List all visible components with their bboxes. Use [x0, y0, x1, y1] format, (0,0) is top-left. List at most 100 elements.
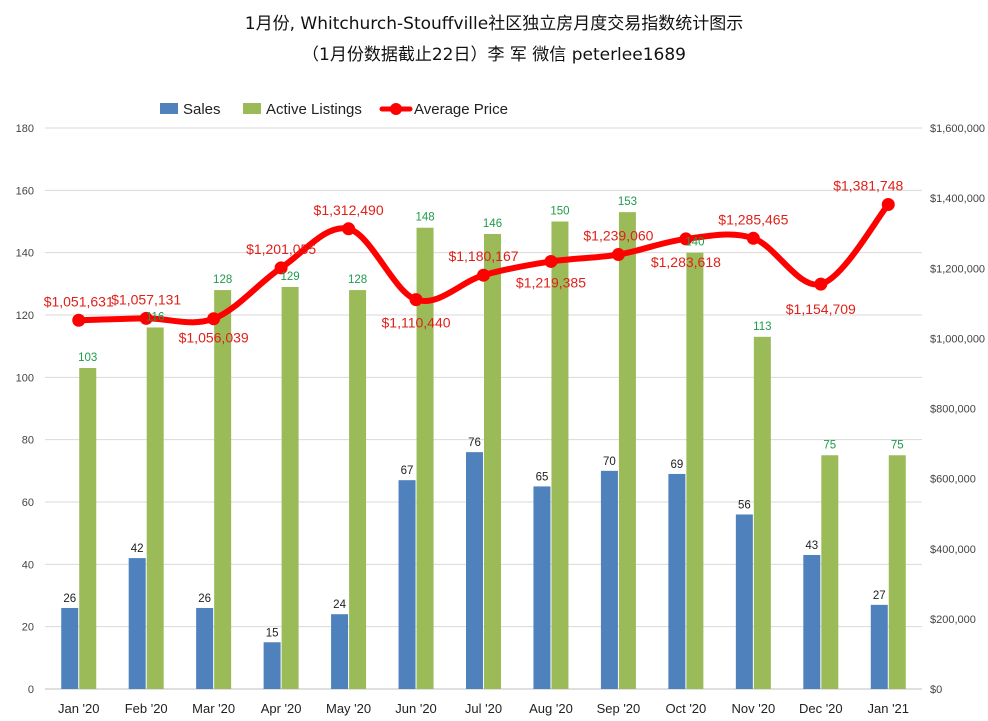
data-label-active-listings: 75 — [823, 439, 836, 451]
price-marker — [207, 312, 221, 326]
data-label-active-listings: 116 — [146, 311, 164, 323]
bar-sales — [263, 642, 281, 689]
price-marker — [139, 311, 153, 325]
y-right-tick-label: $0 — [930, 684, 942, 696]
legend-label-active-listings: Active Listings — [266, 101, 362, 118]
y-left-tick-label: 120 — [16, 310, 34, 322]
y-left-tick-label: 160 — [16, 185, 34, 197]
data-label-active-listings: 146 — [483, 218, 502, 230]
y-left-tick-label: 20 — [22, 622, 34, 634]
y-left-tick-label: 40 — [22, 559, 34, 571]
bar-active-listings — [484, 233, 501, 689]
x-tick-label: Apr '20 — [261, 701, 302, 716]
bar-active-listings — [753, 336, 771, 689]
bar-active-listings — [281, 286, 299, 689]
data-label-active-listings: 75 — [891, 439, 904, 451]
data-label-sales: 26 — [63, 593, 76, 605]
data-label-active-listings: 140 — [685, 237, 704, 249]
data-label-sales: 42 — [131, 543, 144, 555]
y-left-tick-label: 180 — [16, 123, 34, 135]
data-label-sales: 69 — [670, 459, 683, 471]
data-label-average-price: $1,154,709 — [786, 301, 856, 317]
chart-subtitle: （1月份数据截止22日）李 军 微信 peterlee1689 — [302, 45, 686, 65]
data-label-active-listings: 128 — [213, 274, 232, 286]
x-tick-label: Jan '20 — [58, 701, 100, 716]
data-label-average-price: $1,312,490 — [314, 202, 384, 218]
price-marker — [342, 222, 356, 236]
legend-label-sales: Sales — [183, 101, 221, 118]
bar-sales — [61, 607, 79, 689]
bar-sales — [668, 473, 686, 689]
data-label-average-price: $1,110,440 — [382, 315, 451, 331]
x-tick-label: Nov '20 — [732, 701, 776, 716]
bar-sales — [803, 554, 821, 689]
price-marker — [409, 293, 423, 307]
bar-sales — [128, 558, 146, 689]
legend-label-average-price: Average Price — [414, 101, 508, 118]
bar-active-listings — [618, 212, 636, 689]
x-tick-label: Sep '20 — [597, 701, 641, 716]
x-tick-label: Mar '20 — [192, 701, 235, 716]
legend-swatch-sales — [160, 103, 178, 114]
x-tick-label: Dec '20 — [799, 701, 843, 716]
bar-active-listings — [146, 327, 164, 689]
legend: Sales Active Listings Average Price — [160, 101, 508, 118]
bar-sales — [196, 607, 214, 689]
data-label-average-price: $1,180,167 — [448, 248, 518, 264]
price-marker — [477, 268, 490, 282]
data-label-sales: 67 — [401, 465, 414, 477]
y-right-tick-label: $600,000 — [930, 474, 976, 486]
y-left-tick-label: 0 — [28, 684, 34, 696]
data-label-active-listings: 128 — [348, 274, 367, 286]
x-tick-label: Feb '20 — [125, 701, 168, 716]
price-marker — [72, 313, 86, 327]
axes: 0 20 40 60 80 100 120 140 160 180 $0 $200,000 $400,0… — [16, 123, 985, 716]
bar-sales — [735, 514, 753, 689]
y-right-tick-label: $1,200,000 — [930, 263, 985, 275]
data-label-active-listings: 150 — [550, 206, 569, 218]
x-tick-label: Jul '20 — [465, 701, 502, 716]
data-label-active-listings: 153 — [618, 196, 637, 208]
data-label-active-listings: 148 — [415, 212, 434, 224]
gridlines — [45, 127, 922, 690]
data-label-average-price: $1,051,631 — [44, 293, 114, 309]
data-label-average-price: $1,239,060 — [583, 228, 653, 244]
data-labels: 26 103 42 116 26 128 15 129 24 128 67 148 76 146 65 150… — [44, 178, 904, 640]
x-tick-label: Aug '20 — [529, 701, 573, 716]
bar-sales — [398, 480, 416, 689]
bars — [61, 212, 906, 689]
y-right-tick-label: $800,000 — [930, 404, 976, 416]
data-label-active-listings: 113 — [753, 321, 771, 333]
data-label-sales: 15 — [266, 627, 279, 639]
data-label-sales: 27 — [873, 590, 886, 602]
x-tick-label: May '20 — [326, 701, 371, 716]
bar-sales — [870, 604, 888, 689]
bar-active-listings — [214, 290, 232, 689]
data-label-sales: 65 — [536, 471, 549, 483]
price-marker — [881, 198, 895, 212]
data-label-average-price: $1,057,131 — [111, 291, 181, 307]
bar-active-listings — [686, 252, 704, 689]
x-tick-label: Jun '20 — [395, 701, 437, 716]
bar-sales — [600, 470, 618, 689]
y-left-tick-label: 80 — [22, 435, 34, 447]
price-marker — [274, 261, 288, 275]
bar-active-listings — [79, 367, 97, 689]
y-left-tick-label: 100 — [16, 372, 34, 384]
price-marker — [544, 254, 558, 268]
data-label-sales: 24 — [333, 599, 346, 611]
data-label-sales: 26 — [198, 593, 211, 605]
price-marker — [814, 277, 828, 291]
data-label-average-price: $1,381,748 — [833, 178, 903, 194]
data-label-average-price: $1,285,465 — [718, 211, 788, 227]
data-label-average-price: $1,219,385 — [516, 274, 586, 290]
data-label-sales: 56 — [738, 499, 751, 511]
chart-title: 1月份, Whitchurch-Stouffville社区独立房月度交易指数统计… — [245, 14, 743, 34]
y-right-tick-label: $1,000,000 — [930, 333, 985, 345]
data-label-average-price: $1,201,055 — [246, 241, 316, 257]
bar-active-listings — [349, 290, 367, 689]
y-right-tick-label: $1,600,000 — [930, 123, 985, 135]
bar-active-listings — [551, 221, 569, 689]
